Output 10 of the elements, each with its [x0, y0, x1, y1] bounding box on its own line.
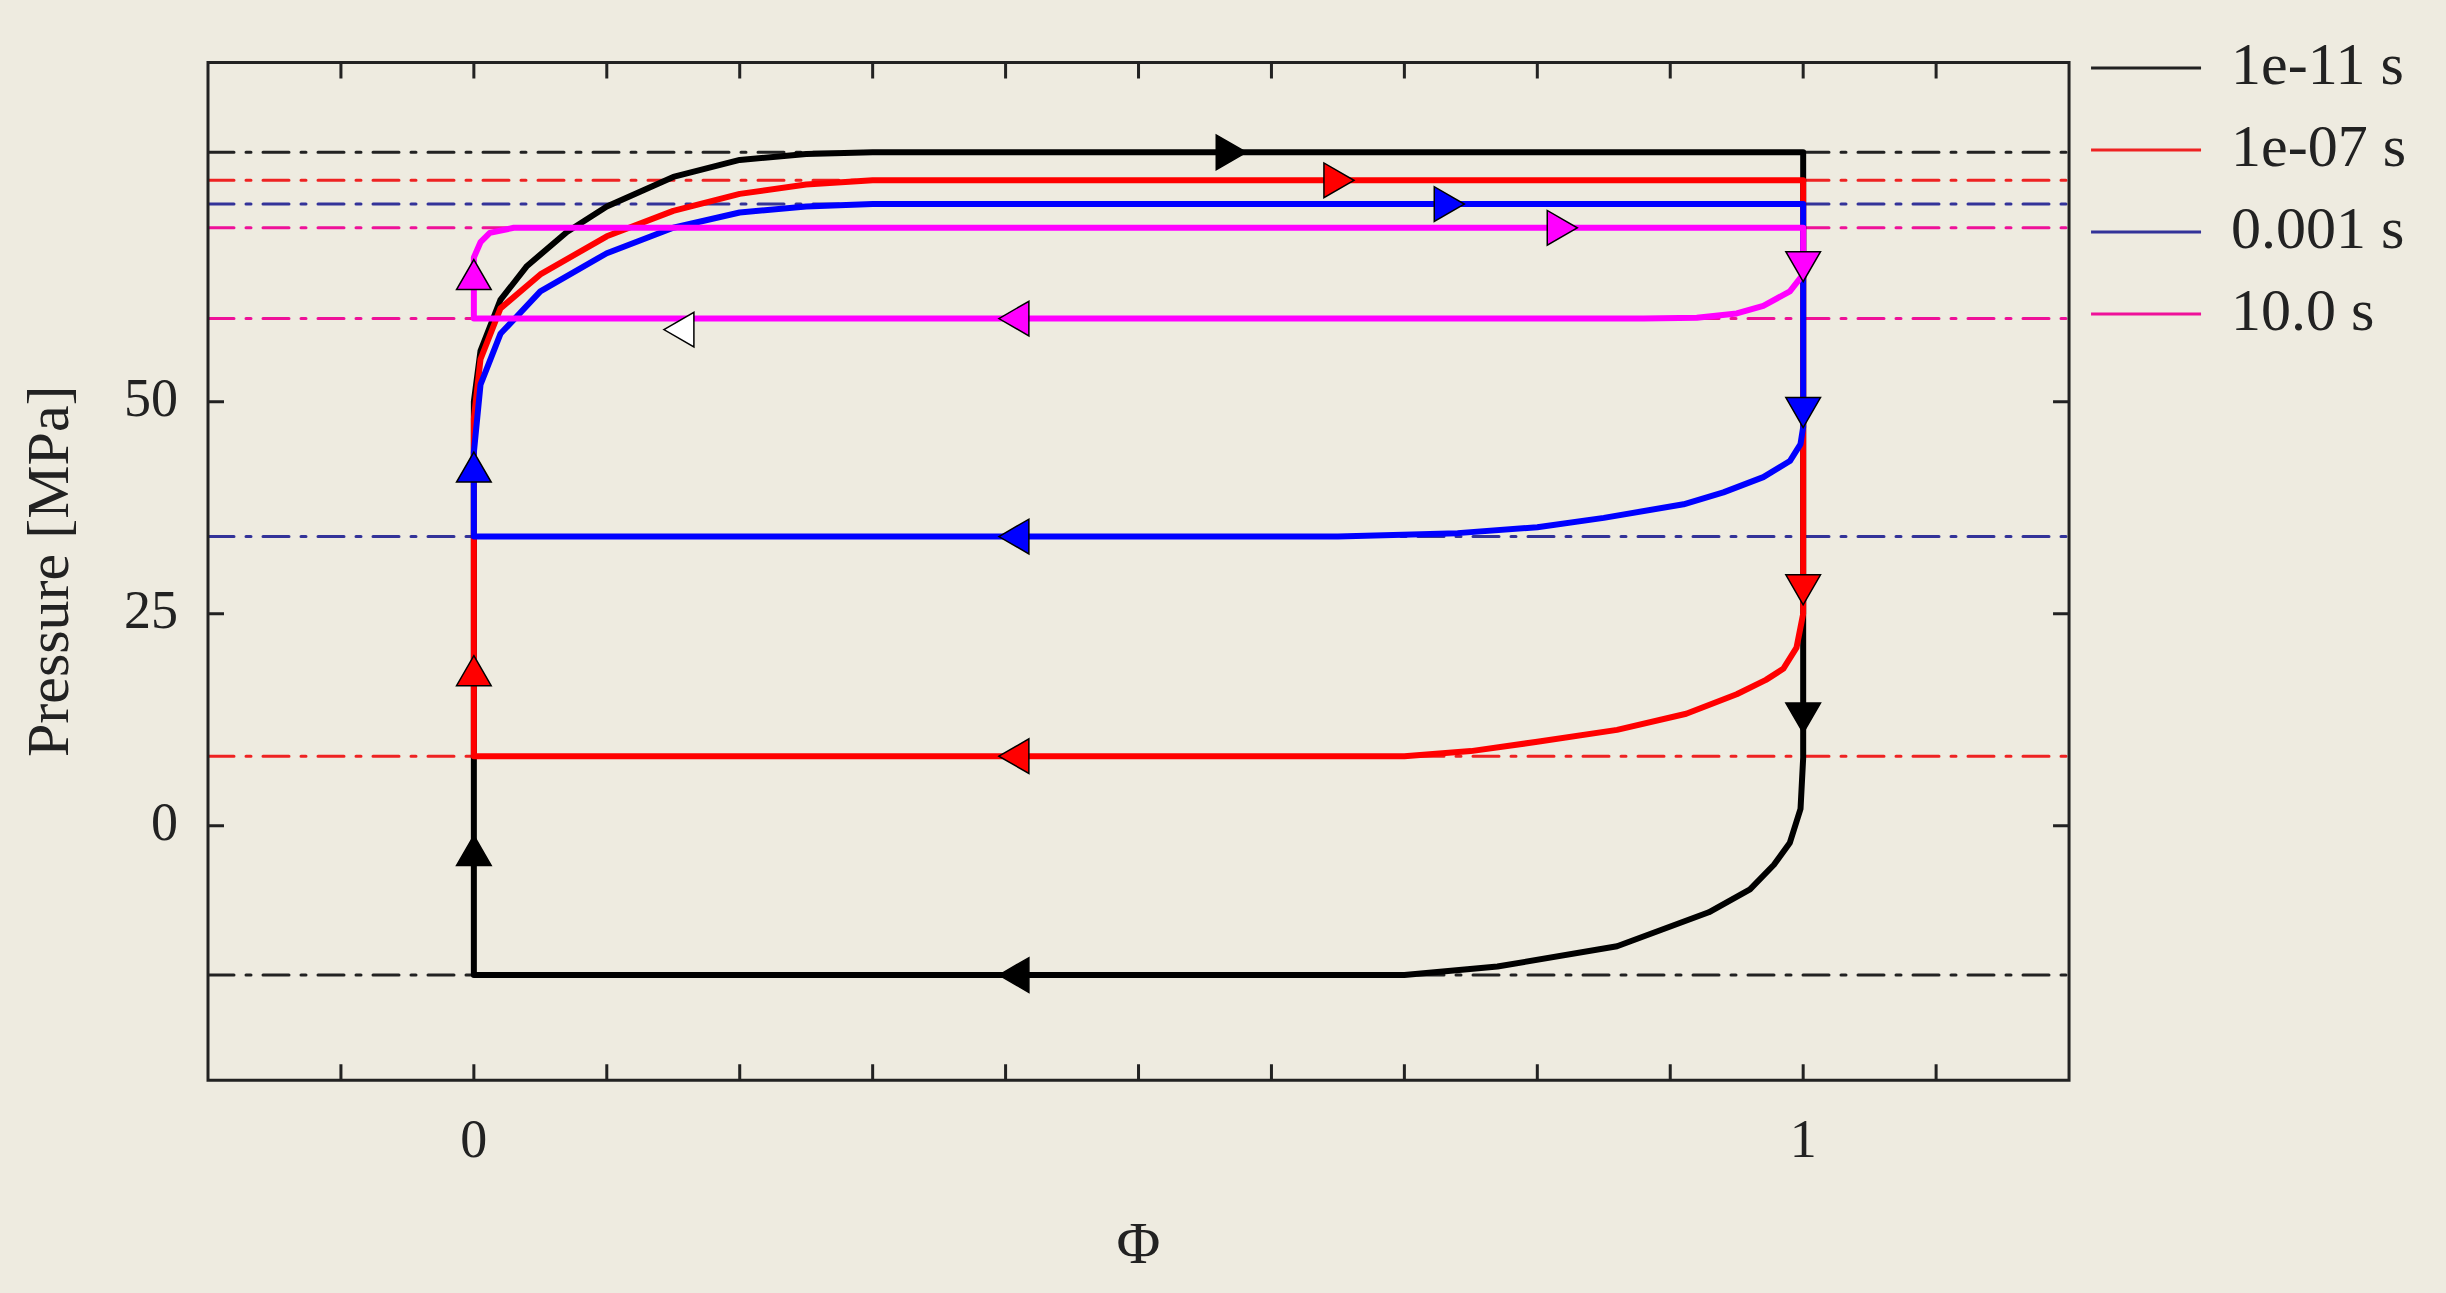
y-tick-label: 25 — [124, 579, 178, 640]
legend-label: 0.001 s — [2231, 194, 2405, 261]
legend-label: 1e-07 s — [2231, 112, 2407, 179]
y-tick-label: 50 — [124, 367, 178, 428]
y-axis-title: Pressure [MPa] — [14, 385, 81, 758]
legend-label: 10.0 s — [2231, 276, 2375, 343]
x-tick-label: 1 — [1789, 1108, 1817, 1169]
x-axis-title: Φ — [1116, 1209, 1161, 1276]
y-tick-label: 0 — [151, 791, 178, 852]
legend-label: 1e-11 s — [2231, 30, 2404, 97]
